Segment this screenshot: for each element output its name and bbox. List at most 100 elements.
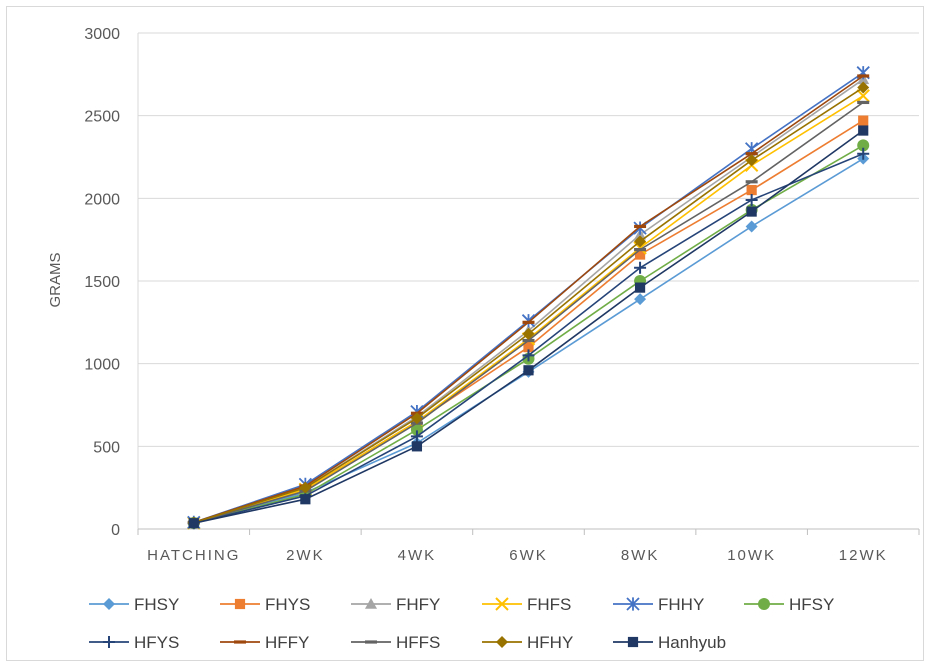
series-line xyxy=(193,95,864,524)
legend-label: FHFY xyxy=(396,595,440,614)
data-point xyxy=(634,247,647,252)
legend-label: Hanhyub xyxy=(658,633,726,652)
x-tick-label: 4WK xyxy=(398,547,437,564)
data-point xyxy=(745,180,758,184)
grid xyxy=(138,32,919,447)
series-hanhyub xyxy=(188,125,869,529)
legend-marker xyxy=(365,640,377,644)
data-point xyxy=(857,147,870,160)
data-point xyxy=(634,235,647,248)
data-point xyxy=(634,261,647,274)
data-point xyxy=(746,206,757,217)
series-fhfs xyxy=(187,89,870,530)
data-point xyxy=(858,125,869,136)
data-point xyxy=(634,224,647,229)
data-point xyxy=(856,89,870,103)
x-tick-label: 10WK xyxy=(727,547,776,564)
series-fhhy xyxy=(187,66,870,530)
legend-marker xyxy=(103,636,115,648)
data-point xyxy=(410,430,423,443)
data-point xyxy=(411,441,423,452)
data-point xyxy=(745,220,758,233)
legend-label: FHSY xyxy=(134,595,179,614)
series-line xyxy=(193,72,864,524)
legend-item-fhhy[interactable]: FHHY xyxy=(613,595,704,614)
legend-label: FHFS xyxy=(527,595,571,614)
y-tick-label: 2500 xyxy=(84,109,120,126)
data-point xyxy=(523,342,534,353)
series-line xyxy=(193,75,864,524)
data-point xyxy=(522,327,535,340)
legend-item-fhys[interactable]: FHYS xyxy=(220,595,310,614)
series-fhfy xyxy=(187,73,870,528)
data-point xyxy=(857,139,870,152)
series-hffy xyxy=(187,74,870,524)
data-point xyxy=(857,74,870,78)
data-point xyxy=(300,494,311,505)
x-tick-label: 12WK xyxy=(839,547,888,564)
data-point xyxy=(745,193,758,206)
data-point xyxy=(634,249,646,260)
y-axis-label: GRAMS xyxy=(47,252,64,307)
x-tick-label: HATCHING xyxy=(147,547,240,564)
y-tick-label: 0 xyxy=(111,522,120,539)
y-tick-label: 3000 xyxy=(84,26,120,43)
axes: 0 500 1000 1500 2000 2500 3000 HATCHING 2WK 4WK 6W… xyxy=(84,26,920,564)
legend-item-hfhy[interactable]: HFHY xyxy=(482,633,573,652)
legend-label: FHHY xyxy=(658,595,704,614)
y-tick-label: 2000 xyxy=(84,191,120,208)
legend-item-hfys[interactable]: HFYS xyxy=(89,633,179,652)
legend-marker xyxy=(495,597,509,611)
y-tick-label: 1500 xyxy=(84,274,120,291)
data-point xyxy=(634,282,646,293)
data-point xyxy=(857,100,870,105)
legend-item-hfsy[interactable]: HFSY xyxy=(744,595,834,614)
data-point xyxy=(745,154,758,167)
data-point xyxy=(522,320,535,324)
x-tick-label: 2WK xyxy=(286,547,325,564)
series-line xyxy=(193,86,864,524)
data-point xyxy=(746,184,757,196)
series-hfhy xyxy=(187,81,870,529)
legend-label: HFFS xyxy=(396,633,440,652)
series-line xyxy=(193,101,864,524)
data-point xyxy=(188,518,199,529)
legend-marker xyxy=(365,598,377,609)
legend-label: HFYS xyxy=(134,633,179,652)
legend-label: HFHY xyxy=(527,633,573,652)
data-point xyxy=(522,338,535,343)
legend-item-fhfy[interactable]: FHFY xyxy=(351,595,440,614)
legend-item-fhfs[interactable]: FHFS xyxy=(482,595,571,614)
data-point xyxy=(523,365,534,376)
data-point xyxy=(410,423,423,436)
data-point xyxy=(410,412,423,425)
y-tick-label: 1000 xyxy=(84,357,120,374)
series-layer xyxy=(187,66,870,530)
legend-marker xyxy=(234,640,246,644)
data-point xyxy=(634,293,647,306)
legend-label: FHYS xyxy=(265,595,310,614)
legend-marker xyxy=(103,598,115,610)
legend-marker xyxy=(234,598,246,610)
legend-item-fhsy[interactable]: FHSY xyxy=(89,595,179,614)
legend-item-hanhyub[interactable]: Hanhyub xyxy=(613,633,726,652)
data-point xyxy=(857,81,870,94)
legend-label: HFSY xyxy=(789,595,834,614)
legend-label: HFFY xyxy=(265,633,309,652)
series-hffs xyxy=(187,100,870,525)
data-point xyxy=(745,152,758,156)
legend-marker xyxy=(496,636,508,648)
legend-item-hffs[interactable]: HFFS xyxy=(351,633,440,652)
x-tick-label: 8WK xyxy=(621,547,660,564)
y-tick-label: 500 xyxy=(93,439,120,456)
data-point xyxy=(522,349,535,362)
legend-marker xyxy=(627,636,639,648)
x-tick-label: 6WK xyxy=(509,547,548,564)
legend-marker xyxy=(758,598,770,610)
legend-marker xyxy=(626,597,640,611)
data-point xyxy=(299,481,312,494)
legend: FHSY FHYS FHFY FHFS FHHY HFSY HFYS HFFY HFFS HFHY… xyxy=(89,595,834,652)
legend-item-hffy[interactable]: HFFY xyxy=(220,633,309,652)
data-point xyxy=(858,115,869,126)
